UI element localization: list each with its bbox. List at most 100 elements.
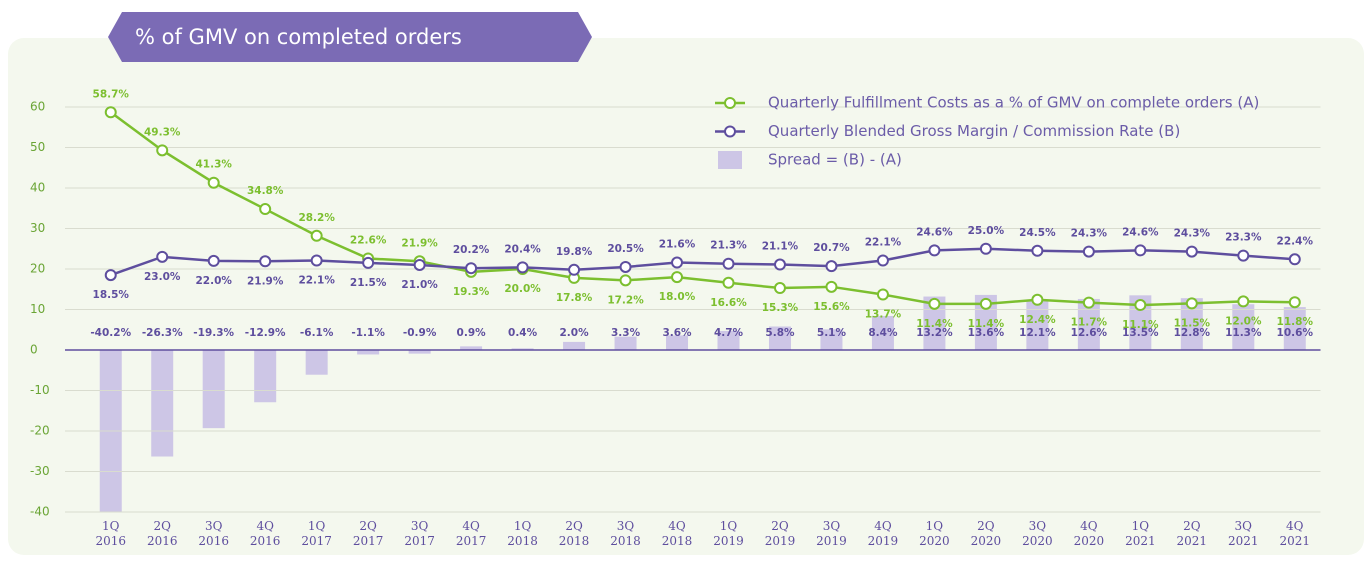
bar-label: 0.9%: [457, 327, 487, 339]
bar-label: -19.3%: [193, 327, 234, 339]
y-tick-label: 0: [30, 343, 38, 357]
x-tick-label: 3Q 2021: [1228, 519, 1259, 548]
x-tick-label: 2Q 2017: [353, 519, 384, 548]
point: [773, 282, 786, 295]
x-tick-label: 1Q 2016: [95, 519, 126, 548]
legend-label: Quarterly Fulfillment Costs as a % of GM…: [768, 94, 1259, 112]
point-label: 15.6%: [813, 301, 850, 313]
x-tick-label: 1Q 2021: [1125, 519, 1156, 548]
point-label: 21.6%: [659, 239, 696, 251]
point: [722, 257, 735, 270]
point: [1288, 296, 1301, 309]
bar-label: 12.1%: [1019, 327, 1056, 339]
bar: [202, 350, 225, 429]
point: [465, 262, 478, 275]
bar: [614, 336, 637, 350]
bar-label: -6.1%: [300, 327, 334, 339]
point-label: 24.3%: [1071, 228, 1108, 240]
point-label: 28.2%: [298, 212, 335, 224]
point: [979, 242, 992, 255]
bar-label: -12.9%: [245, 327, 286, 339]
x-tick-label: 2Q 2018: [559, 519, 590, 548]
point: [1031, 244, 1044, 257]
bar: [254, 350, 277, 403]
point-label: 25.0%: [968, 225, 1005, 237]
point-label: 19.3%: [453, 286, 490, 298]
bar-label: 3.6%: [662, 327, 692, 339]
bar-label: 12.6%: [1071, 327, 1108, 339]
point: [671, 256, 684, 269]
bar-label: 2.0%: [559, 327, 589, 339]
point-label: 21.5%: [350, 277, 387, 289]
point: [156, 144, 169, 157]
point: [1031, 293, 1044, 306]
point-label: 22.1%: [298, 274, 335, 286]
bar: [1026, 300, 1049, 350]
point: [413, 258, 426, 271]
x-tick-label: 3Q 2019: [816, 519, 847, 548]
point-label: 21.9%: [247, 275, 284, 287]
point: [207, 254, 220, 267]
point: [876, 254, 889, 267]
point-label: 16.6%: [710, 297, 747, 309]
point-label: 22.0%: [195, 275, 232, 287]
bar-label: 4.7%: [714, 327, 744, 339]
x-tick-label: 4Q 2020: [1074, 519, 1105, 548]
point: [568, 263, 581, 276]
point: [1237, 295, 1250, 308]
x-tick-label: 4Q 2019: [868, 519, 899, 548]
bar-label: 10.6%: [1277, 327, 1314, 339]
bar: [871, 315, 894, 350]
x-tick-label: 1Q 2019: [713, 519, 744, 548]
x-tick-label: 2Q 2016: [147, 519, 178, 548]
chart-title: % of GMV on completed orders: [135, 25, 462, 49]
bar: [357, 350, 380, 355]
point-label: 23.3%: [1225, 232, 1262, 244]
x-tick-label: 4Q 2016: [250, 519, 281, 548]
point: [1185, 245, 1198, 258]
point-label: 12.0%: [1225, 315, 1262, 327]
point-label: 17.8%: [556, 292, 593, 304]
point: [516, 261, 529, 274]
point: [362, 256, 375, 269]
panel: [8, 38, 1364, 555]
bar-label: -0.9%: [403, 327, 437, 339]
point: [979, 297, 992, 310]
point: [1134, 244, 1147, 257]
point: [259, 255, 272, 268]
point-label: 21.3%: [710, 240, 747, 252]
point-label: 24.5%: [1019, 227, 1056, 239]
point-label: 22.1%: [865, 236, 902, 248]
point-label: 23.0%: [144, 271, 181, 283]
point: [619, 274, 632, 287]
bar: [1283, 307, 1306, 350]
x-tick-label: 2Q 2021: [1177, 519, 1208, 548]
y-tick-label: -30: [30, 464, 50, 478]
bar: [151, 350, 174, 457]
point-label: 24.3%: [1174, 228, 1211, 240]
bar: [563, 341, 586, 350]
x-tick-label: 4Q 2017: [456, 519, 487, 548]
bar-label: 8.4%: [868, 327, 898, 339]
bar-label: 5.1%: [817, 327, 847, 339]
point-label: 20.5%: [607, 243, 644, 255]
bar-label: 13.6%: [968, 327, 1005, 339]
point-label: 20.0%: [504, 283, 541, 295]
point: [671, 271, 684, 284]
bar: [1077, 298, 1100, 350]
point-label: 11.4%: [968, 318, 1005, 330]
legend-marker: [724, 125, 736, 138]
point: [928, 244, 941, 257]
bar-label: 11.3%: [1225, 327, 1262, 339]
point: [825, 280, 838, 293]
x-tick-label: 3Q 2018: [610, 519, 641, 548]
point: [310, 229, 323, 242]
point-label: 11.4%: [916, 318, 953, 330]
x-tick-label: 3Q 2020: [1022, 519, 1053, 548]
point-label: 22.4%: [1277, 235, 1314, 247]
point-label: 11.8%: [1277, 316, 1314, 328]
bar: [1129, 295, 1152, 350]
point: [928, 297, 941, 310]
